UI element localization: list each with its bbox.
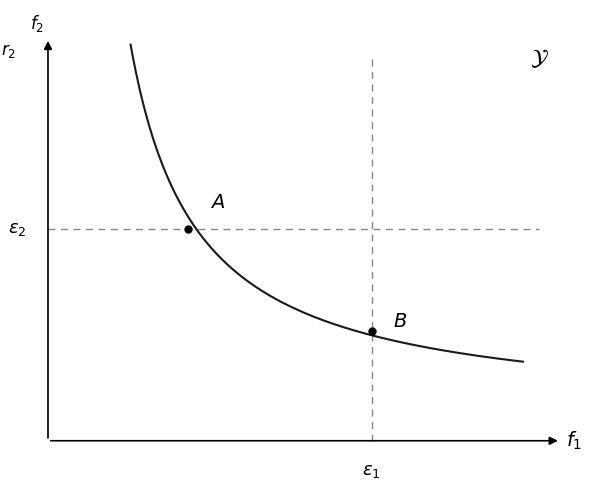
Text: $\epsilon_1$: $\epsilon_1$ [362, 462, 381, 480]
Text: $\epsilon_2$: $\epsilon_2$ [8, 220, 26, 238]
Text: $A$: $A$ [210, 194, 225, 212]
Text: $f_2$: $f_2$ [30, 13, 44, 34]
Text: $B$: $B$ [393, 313, 407, 331]
Text: $f_1$: $f_1$ [566, 429, 582, 452]
Text: $\mathcal{Y}$: $\mathcal{Y}$ [530, 48, 548, 71]
Text: $r_2$: $r_2$ [1, 42, 16, 60]
